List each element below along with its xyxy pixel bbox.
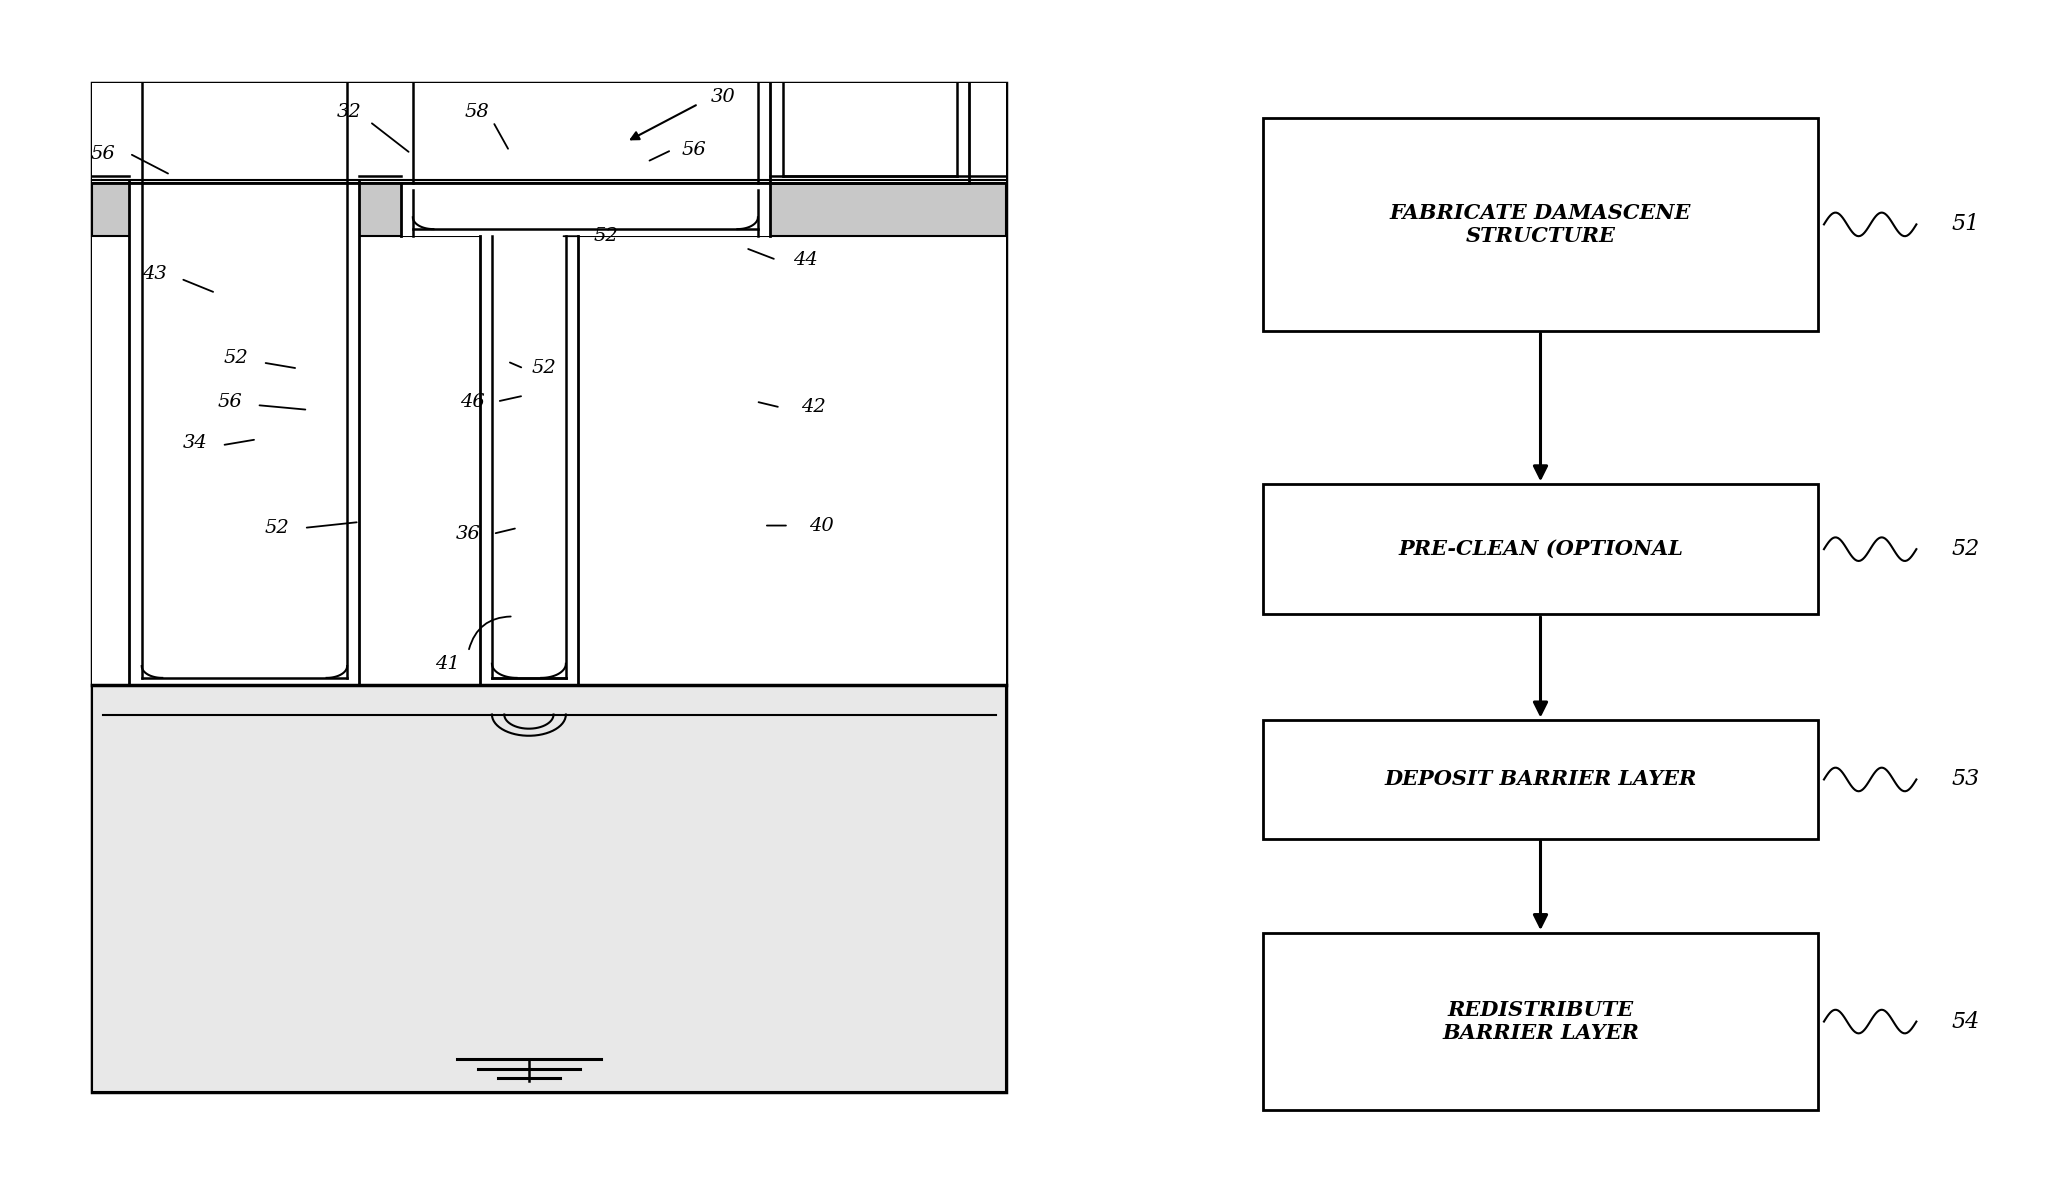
Text: 51: 51 (1951, 214, 1980, 235)
Text: 43: 43 (142, 265, 166, 283)
Text: REDISTRIBUTE
BARRIER LAYER: REDISTRIBUTE BARRIER LAYER (1442, 1000, 1639, 1043)
Bar (92, 685, 1006, 1092)
Bar (770, 83, 969, 183)
Bar (92, 183, 1006, 236)
Text: 36: 36 (456, 524, 481, 543)
Text: 41: 41 (435, 654, 460, 673)
Text: 56: 56 (682, 141, 707, 159)
Bar (1263, 118, 1818, 331)
Text: 56: 56 (218, 392, 242, 411)
Text: 42: 42 (801, 398, 826, 417)
Text: 54: 54 (1951, 1011, 1980, 1032)
Text: 53: 53 (1951, 769, 1980, 790)
Text: 46: 46 (460, 392, 485, 411)
Text: 52: 52 (224, 348, 249, 367)
Text: 52: 52 (265, 518, 290, 537)
Bar (481, 236, 579, 685)
Text: 52: 52 (594, 227, 618, 246)
Text: DEPOSIT BARRIER LAYER: DEPOSIT BARRIER LAYER (1384, 770, 1697, 789)
Text: 40: 40 (809, 516, 834, 535)
Bar (1263, 484, 1818, 614)
Text: 52: 52 (1951, 539, 1980, 560)
Bar (92, 83, 1006, 183)
Bar (92, 236, 1006, 685)
Text: PRE-CLEAN (OPTIONAL: PRE-CLEAN (OPTIONAL (1399, 540, 1682, 559)
Bar (1263, 720, 1818, 839)
Text: 32: 32 (337, 103, 362, 122)
Text: 30: 30 (711, 87, 735, 106)
Text: 56: 56 (90, 144, 115, 163)
Bar (129, 183, 359, 685)
Text: 58: 58 (464, 103, 489, 122)
Bar (92, 83, 1006, 1092)
Text: 52: 52 (532, 359, 557, 378)
Bar (1263, 933, 1818, 1110)
Text: 44: 44 (793, 250, 817, 269)
Text: FABRICATE DAMASCENE
STRUCTURE: FABRICATE DAMASCENE STRUCTURE (1391, 203, 1690, 246)
Text: 34: 34 (183, 433, 207, 452)
Bar (401, 183, 770, 236)
